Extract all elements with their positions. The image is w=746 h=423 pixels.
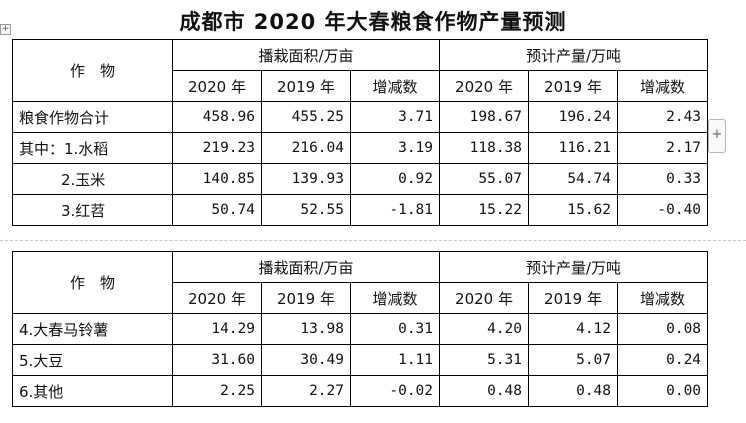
yield-2019-value: 0.48 [528, 375, 619, 407]
crop-name: 粮食作物合计 [12, 101, 173, 133]
header-row-columns: 2020 年 2019 年 增减数 2020 年 2019 年 增减数 [13, 70, 709, 102]
yield-2019-value: 196.24 [528, 101, 619, 133]
yield-group-header: 预计产量/万吨 [439, 251, 709, 283]
yield-2020-value: 5.31 [439, 344, 530, 376]
yield-2019-header: 2019 年 [528, 282, 619, 314]
yield-2020-header: 2020 年 [439, 282, 530, 314]
area-2020-value: 2.25 [172, 375, 262, 407]
header-row-group: 作 物 播栽面积/万亩 预计产量/万吨 [12, 251, 709, 314]
yield-change-header: 增减数 [617, 70, 709, 102]
area-change-value: 0.92 [349, 163, 441, 195]
table-row: 粮食作物合计 458.96 455.25 3.71 198.67 196.24 … [12, 101, 709, 133]
yield-2019-value: 54.74 [528, 163, 619, 195]
crop-name: 5.大豆 [12, 344, 173, 376]
area-change-header: 增减数 [349, 70, 441, 102]
header-row-group: 作 物 播栽面积/万亩 预计产量/万吨 [12, 39, 709, 102]
table-row: 其中：1.水稻 219.23 216.04 3.19 118.38 116.21… [12, 132, 709, 164]
area-2019-value: 216.04 [261, 132, 351, 164]
area-2020-header: 2020 年 [172, 70, 262, 102]
yield-2019-value: 15.62 [528, 194, 619, 226]
yield-change-value: 0.24 [617, 344, 709, 376]
area-2020-value: 31.60 [172, 344, 262, 376]
yield-2020-value: 118.38 [439, 132, 530, 164]
area-2020-header: 2020 年 [172, 282, 262, 314]
area-change-value: 0.31 [349, 313, 441, 345]
area-change-value: -1.81 [349, 194, 441, 226]
table-row: 6.其他 2.25 2.27 -0.02 0.48 0.48 0.00 [12, 375, 709, 407]
area-group-header: 播栽面积/万亩 [171, 39, 441, 71]
yield-change-value: 0.08 [617, 313, 709, 345]
area-group-header: 播栽面积/万亩 [171, 251, 441, 283]
area-2019-header: 2019 年 [261, 70, 351, 102]
area-2019-value: 30.49 [261, 344, 351, 376]
table-row: 3.红苕 50.74 52.55 -1.81 15.22 15.62 -0.40 [12, 194, 709, 226]
crop-column-header: 作 物 [12, 39, 173, 102]
area-2019-value: 52.55 [261, 194, 351, 226]
yield-2019-header: 2019 年 [528, 70, 619, 102]
crop-table-2: 作 物 播栽面积/万亩 预计产量/万吨 2020 年 2019 年 增减数 20… [12, 251, 709, 407]
area-2020-value: 219.23 [172, 132, 262, 164]
area-2020-value: 458.96 [172, 101, 262, 133]
yield-2020-value: 55.07 [439, 163, 530, 195]
add-row-handle-icon[interactable]: + [708, 119, 726, 153]
yield-2020-value: 0.48 [439, 375, 530, 407]
yield-2019-value: 116.21 [528, 132, 619, 164]
yield-change-value: 2.17 [617, 132, 709, 164]
area-2019-value: 13.98 [261, 313, 351, 345]
document-title: 成都市 2020 年大春粮食作物产量预测 [179, 10, 567, 34]
table-row: 2.玉米 140.85 139.93 0.92 55.07 54.74 0.33 [12, 163, 709, 195]
yield-group-header: 预计产量/万吨 [439, 39, 709, 71]
yield-2020-header: 2020 年 [439, 70, 530, 102]
area-2019-value: 2.27 [261, 375, 351, 407]
area-2020-value: 140.85 [172, 163, 262, 195]
crop-table-1: 作 物 播栽面积/万亩 预计产量/万吨 2020 年 2019 年 增减数 20… [12, 39, 709, 226]
page-break-divider [0, 240, 746, 241]
area-change-value: -0.02 [349, 375, 441, 407]
area-change-header: 增减数 [349, 282, 441, 314]
table-row: 5.大豆 31.60 30.49 1.11 5.31 5.07 0.24 [12, 344, 709, 376]
area-change-value: 3.19 [349, 132, 441, 164]
yield-change-header: 增减数 [617, 282, 709, 314]
yield-2020-value: 198.67 [439, 101, 530, 133]
yield-change-value: 0.00 [617, 375, 709, 407]
header-row-columns: 2020 年 2019 年 增减数 2020 年 2019 年 增减数 [13, 282, 709, 314]
yield-2020-value: 15.22 [439, 194, 530, 226]
area-change-value: 1.11 [349, 344, 441, 376]
crop-name: 2.玉米 [12, 163, 173, 195]
crop-column-header: 作 物 [12, 251, 173, 314]
crop-name: 6.其他 [12, 375, 173, 407]
area-2019-header: 2019 年 [261, 282, 351, 314]
table-row: 4.大春马铃薯 14.29 13.98 0.31 4.20 4.12 0.08 [12, 313, 709, 345]
yield-change-value: 0.33 [617, 163, 709, 195]
area-2019-value: 455.25 [261, 101, 351, 133]
yield-2020-value: 4.20 [439, 313, 530, 345]
yield-change-value: -0.40 [617, 194, 709, 226]
yield-2019-value: 5.07 [528, 344, 619, 376]
area-2020-value: 50.74 [172, 194, 262, 226]
crop-name: 其中：1.水稻 [12, 132, 173, 164]
table-move-handle-icon[interactable]: + [0, 24, 11, 35]
area-2019-value: 139.93 [261, 163, 351, 195]
crop-name: 3.红苕 [12, 194, 173, 226]
yield-2019-value: 4.12 [528, 313, 619, 345]
yield-change-value: 2.43 [617, 101, 709, 133]
area-change-value: 3.71 [349, 101, 441, 133]
crop-name: 4.大春马铃薯 [12, 313, 173, 345]
area-2020-value: 14.29 [172, 313, 262, 345]
